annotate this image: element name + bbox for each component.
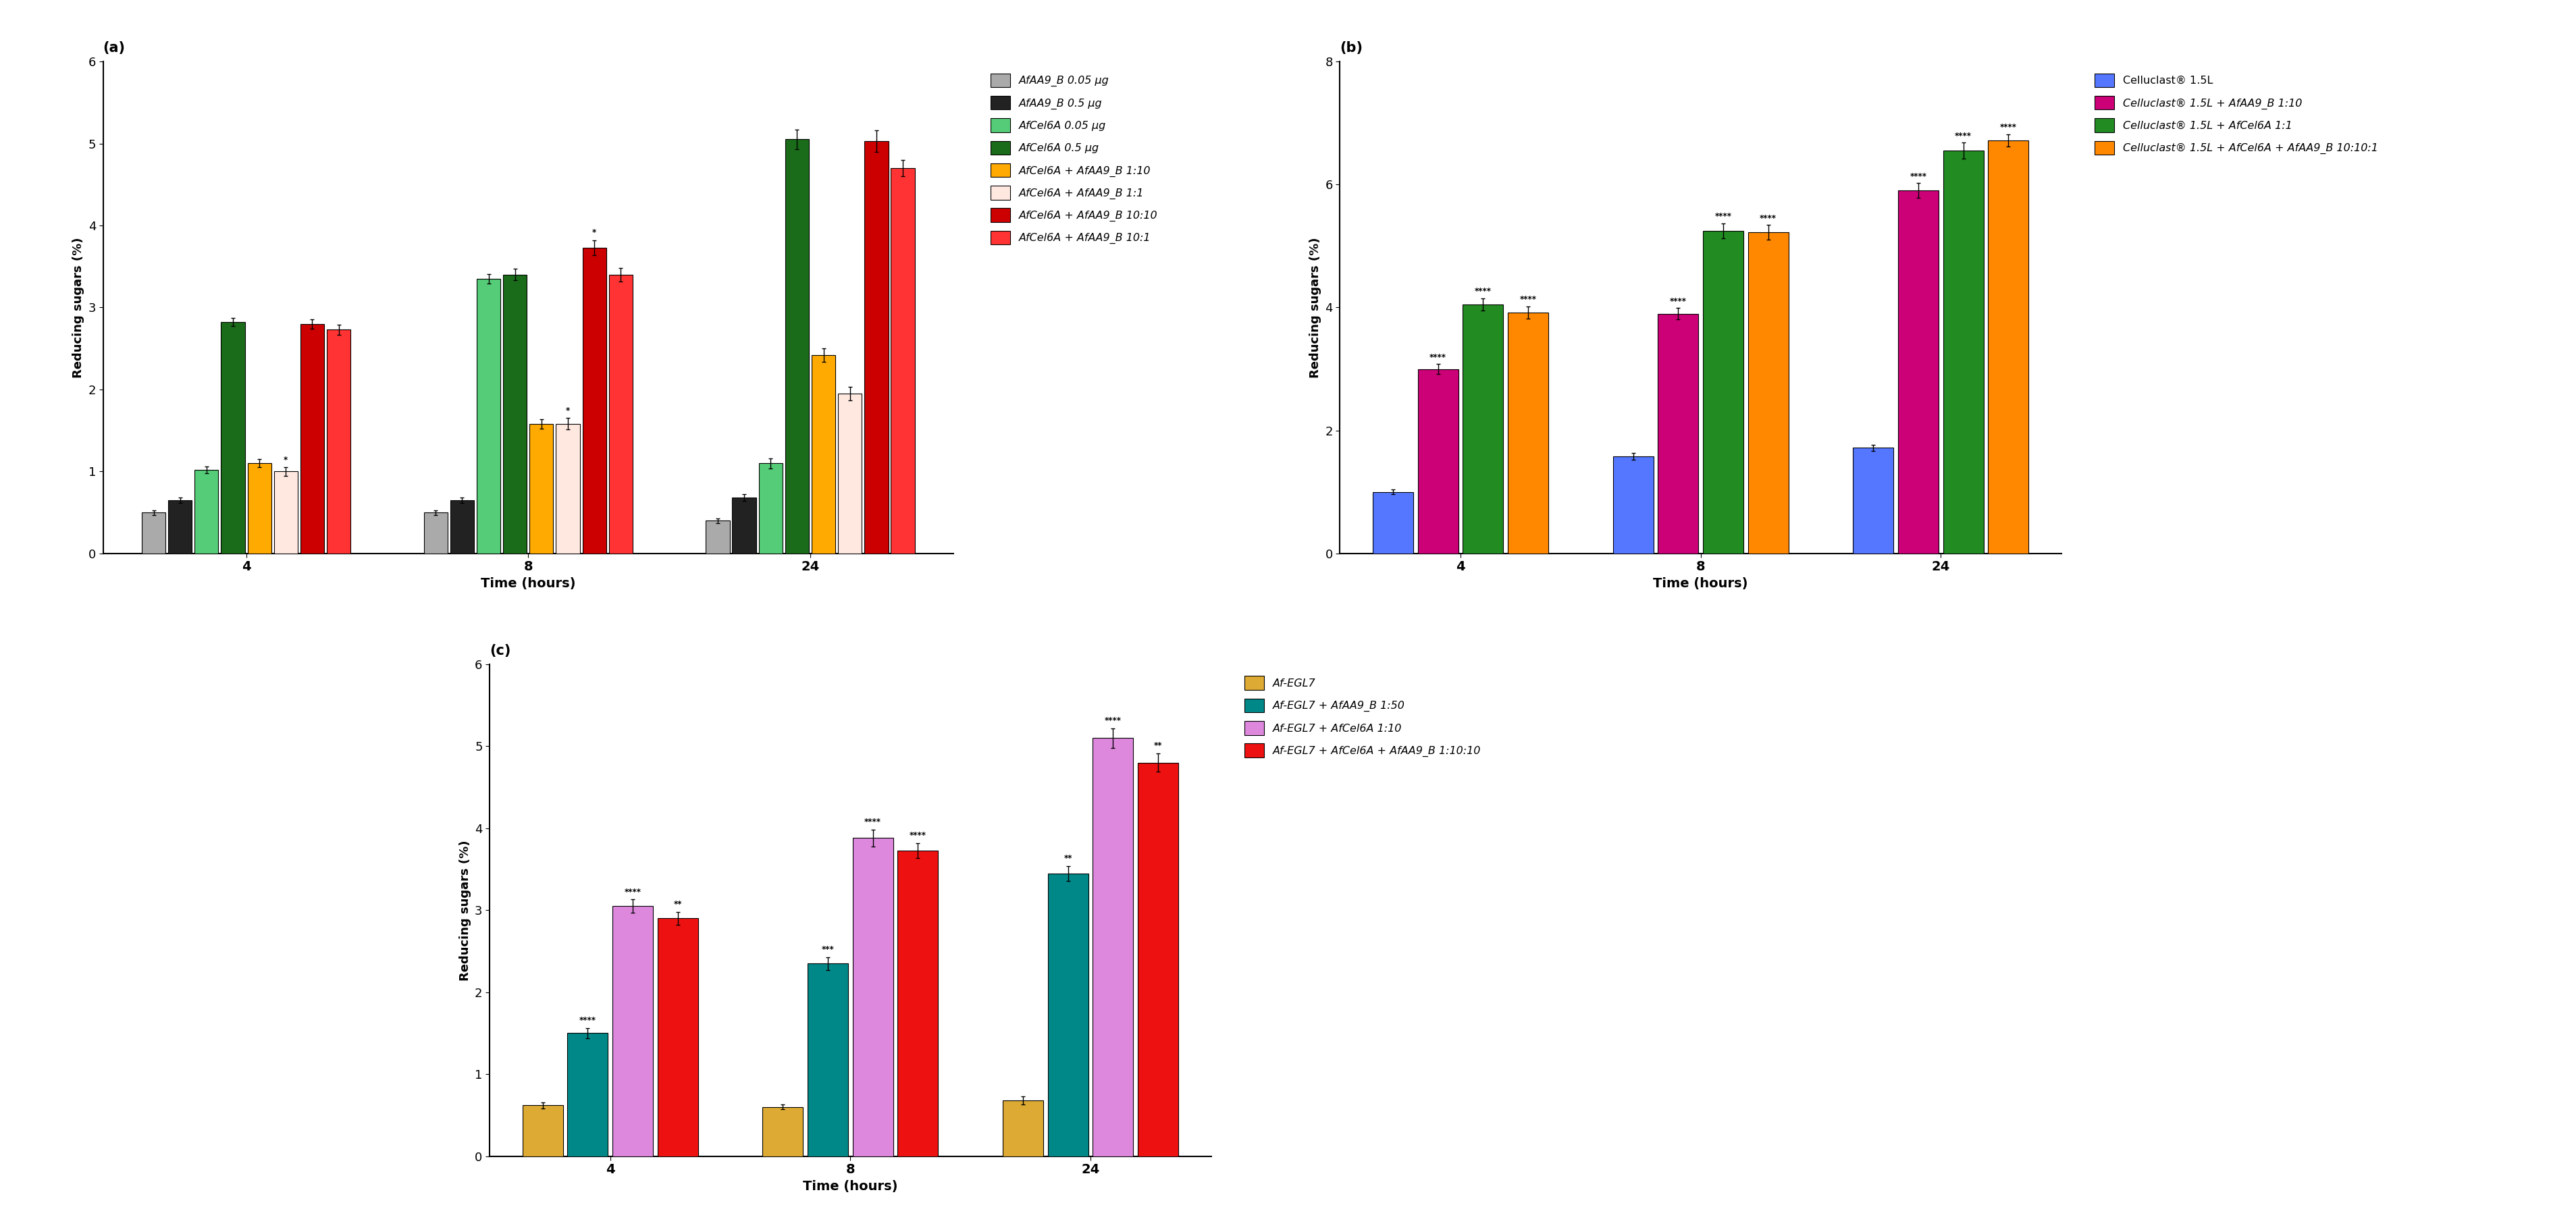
Text: ****: **** <box>1669 296 1687 305</box>
Bar <box>523 1106 562 1156</box>
Bar <box>806 963 848 1156</box>
Text: ****: **** <box>863 818 881 827</box>
Bar <box>1656 314 1698 554</box>
Bar <box>786 139 809 554</box>
Bar <box>837 394 860 554</box>
Text: ****: **** <box>1520 295 1535 304</box>
X-axis label: Time (hours): Time (hours) <box>482 577 574 590</box>
Bar <box>1703 231 1744 554</box>
Bar <box>1048 873 1087 1156</box>
Bar <box>866 141 889 554</box>
Bar <box>1139 763 1177 1156</box>
Text: **: ** <box>672 900 683 909</box>
Text: ****: **** <box>1105 716 1121 724</box>
Legend: Af-EGL7, Af-EGL7 + AfAA9_B 1:50, Af-EGL7 + AfCel6A 1:10, Af-EGL7 + AfCel6A + AfA: Af-EGL7, Af-EGL7 + AfAA9_B 1:50, Af-EGL7… <box>1236 669 1486 764</box>
Text: ****: **** <box>909 831 925 840</box>
Bar <box>301 323 325 554</box>
Bar <box>327 330 350 554</box>
Text: *: * <box>567 406 569 415</box>
Text: **: ** <box>1154 742 1162 750</box>
Bar <box>582 247 605 554</box>
Text: *: * <box>592 229 595 237</box>
Bar <box>608 274 634 554</box>
Bar <box>567 1033 608 1156</box>
Text: ****: **** <box>1473 287 1492 295</box>
Text: ***: *** <box>822 945 835 953</box>
Bar <box>502 274 526 554</box>
Text: ****: **** <box>1999 123 2017 132</box>
Y-axis label: Reducing sugars (%): Reducing sugars (%) <box>1309 237 1321 378</box>
Bar <box>811 355 835 554</box>
Bar <box>477 279 500 554</box>
Y-axis label: Reducing sugars (%): Reducing sugars (%) <box>72 237 85 378</box>
Bar <box>1989 140 2027 554</box>
Bar <box>706 520 729 554</box>
Bar <box>853 838 894 1156</box>
Bar <box>1899 191 1937 554</box>
Bar <box>196 470 219 554</box>
Bar <box>247 464 270 554</box>
Text: (c): (c) <box>489 645 510 658</box>
Bar <box>1417 369 1458 554</box>
Bar <box>531 424 554 554</box>
Bar <box>613 907 652 1156</box>
Bar <box>556 424 580 554</box>
Bar <box>222 322 245 554</box>
Legend: Celluclast® 1.5L, Celluclast® 1.5L + AfAA9_B 1:10, Celluclast® 1.5L + AfCel6A 1:: Celluclast® 1.5L, Celluclast® 1.5L + AfA… <box>2087 66 2383 161</box>
Bar <box>1002 1101 1043 1156</box>
Text: ****: **** <box>1955 132 1971 140</box>
Bar <box>1747 232 1788 554</box>
X-axis label: Time (hours): Time (hours) <box>1654 577 1747 590</box>
Text: (a): (a) <box>103 42 126 55</box>
Text: ****: **** <box>623 888 641 897</box>
Bar <box>757 464 783 554</box>
Text: (b): (b) <box>1340 42 1363 55</box>
Bar <box>273 471 299 554</box>
Bar <box>167 501 191 554</box>
Bar <box>1507 312 1548 554</box>
Text: ****: **** <box>1909 172 1927 181</box>
Legend: AfAA9_B 0.05 μg, AfAA9_B 0.5 μg, AfCel6A 0.05 μg, AfCel6A 0.5 μg, AfCel6A + AfAA: AfAA9_B 0.05 μg, AfAA9_B 0.5 μg, AfCel6A… <box>984 66 1164 251</box>
Bar <box>1373 492 1412 554</box>
Bar <box>451 501 474 554</box>
Bar <box>896 850 938 1156</box>
Bar <box>1092 738 1133 1156</box>
Bar <box>422 513 448 554</box>
Text: **: ** <box>1064 854 1072 862</box>
Y-axis label: Reducing sugars (%): Reducing sugars (%) <box>459 840 471 980</box>
Text: ****: **** <box>1713 212 1731 221</box>
Bar <box>1852 448 1893 554</box>
Bar <box>762 1107 804 1156</box>
Text: ****: **** <box>1430 353 1445 362</box>
Bar <box>657 919 698 1156</box>
Text: *: * <box>283 455 289 464</box>
X-axis label: Time (hours): Time (hours) <box>804 1180 896 1193</box>
Bar <box>1613 456 1654 554</box>
Bar <box>1463 304 1502 554</box>
Bar <box>142 513 165 554</box>
Bar <box>891 169 914 554</box>
Text: ****: **** <box>580 1016 595 1025</box>
Text: ****: **** <box>1759 214 1775 223</box>
Bar <box>1942 150 1984 554</box>
Bar <box>732 498 755 554</box>
